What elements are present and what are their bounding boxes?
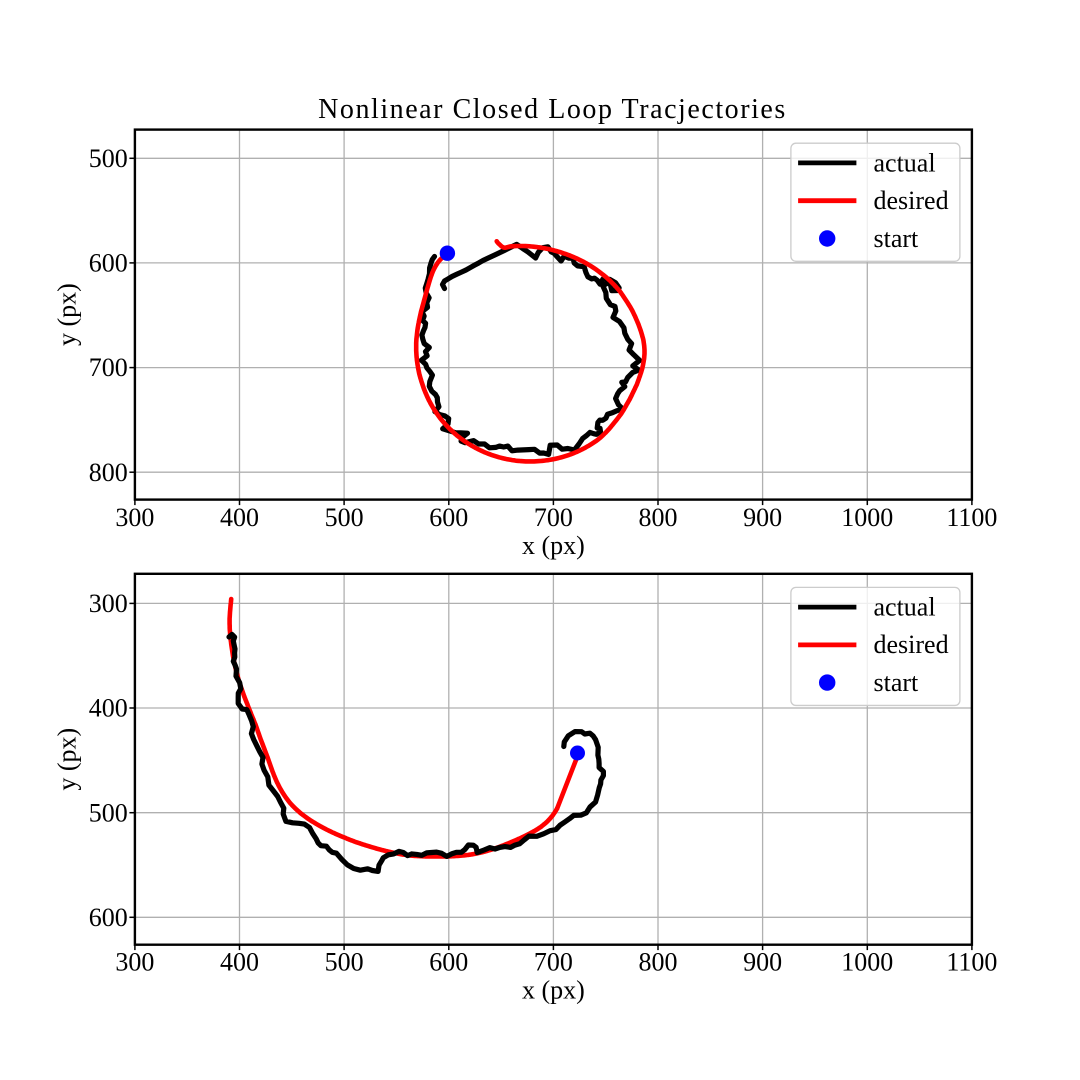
- svg-text:700: 700: [534, 947, 573, 976]
- svg-text:900: 900: [743, 947, 782, 976]
- svg-text:y (px): y (px): [53, 728, 82, 791]
- svg-text:600: 600: [89, 249, 128, 278]
- svg-text:Nonlinear Closed Loop Tracject: Nonlinear Closed Loop Tracjectories: [318, 94, 787, 125]
- svg-text:800: 800: [639, 503, 678, 532]
- svg-text:700: 700: [534, 503, 573, 532]
- svg-text:900: 900: [743, 503, 782, 532]
- svg-text:x (px): x (px): [522, 531, 585, 560]
- svg-text:500: 500: [89, 798, 128, 827]
- svg-text:1000: 1000: [841, 947, 893, 976]
- svg-text:400: 400: [89, 694, 128, 723]
- svg-text:800: 800: [89, 458, 128, 487]
- svg-text:300: 300: [89, 589, 128, 618]
- svg-text:600: 600: [429, 503, 468, 532]
- svg-text:x (px): x (px): [522, 975, 585, 1004]
- svg-text:700: 700: [89, 353, 128, 382]
- svg-text:actual: actual: [874, 593, 936, 622]
- svg-text:desired: desired: [874, 630, 949, 659]
- svg-text:800: 800: [639, 947, 678, 976]
- svg-text:1100: 1100: [946, 503, 997, 532]
- svg-text:desired: desired: [874, 186, 949, 215]
- svg-text:start: start: [874, 668, 920, 697]
- svg-text:start: start: [874, 224, 920, 253]
- svg-text:1100: 1100: [946, 947, 997, 976]
- svg-text:300: 300: [115, 503, 154, 532]
- svg-text:400: 400: [220, 503, 259, 532]
- svg-text:500: 500: [325, 947, 364, 976]
- svg-text:600: 600: [429, 947, 468, 976]
- svg-text:actual: actual: [874, 148, 936, 177]
- svg-text:600: 600: [89, 903, 128, 932]
- svg-text:1000: 1000: [841, 503, 893, 532]
- svg-text:300: 300: [115, 947, 154, 976]
- svg-text:500: 500: [89, 144, 128, 173]
- svg-text:400: 400: [220, 947, 259, 976]
- svg-text:y (px): y (px): [53, 283, 82, 346]
- svg-text:500: 500: [325, 503, 364, 532]
